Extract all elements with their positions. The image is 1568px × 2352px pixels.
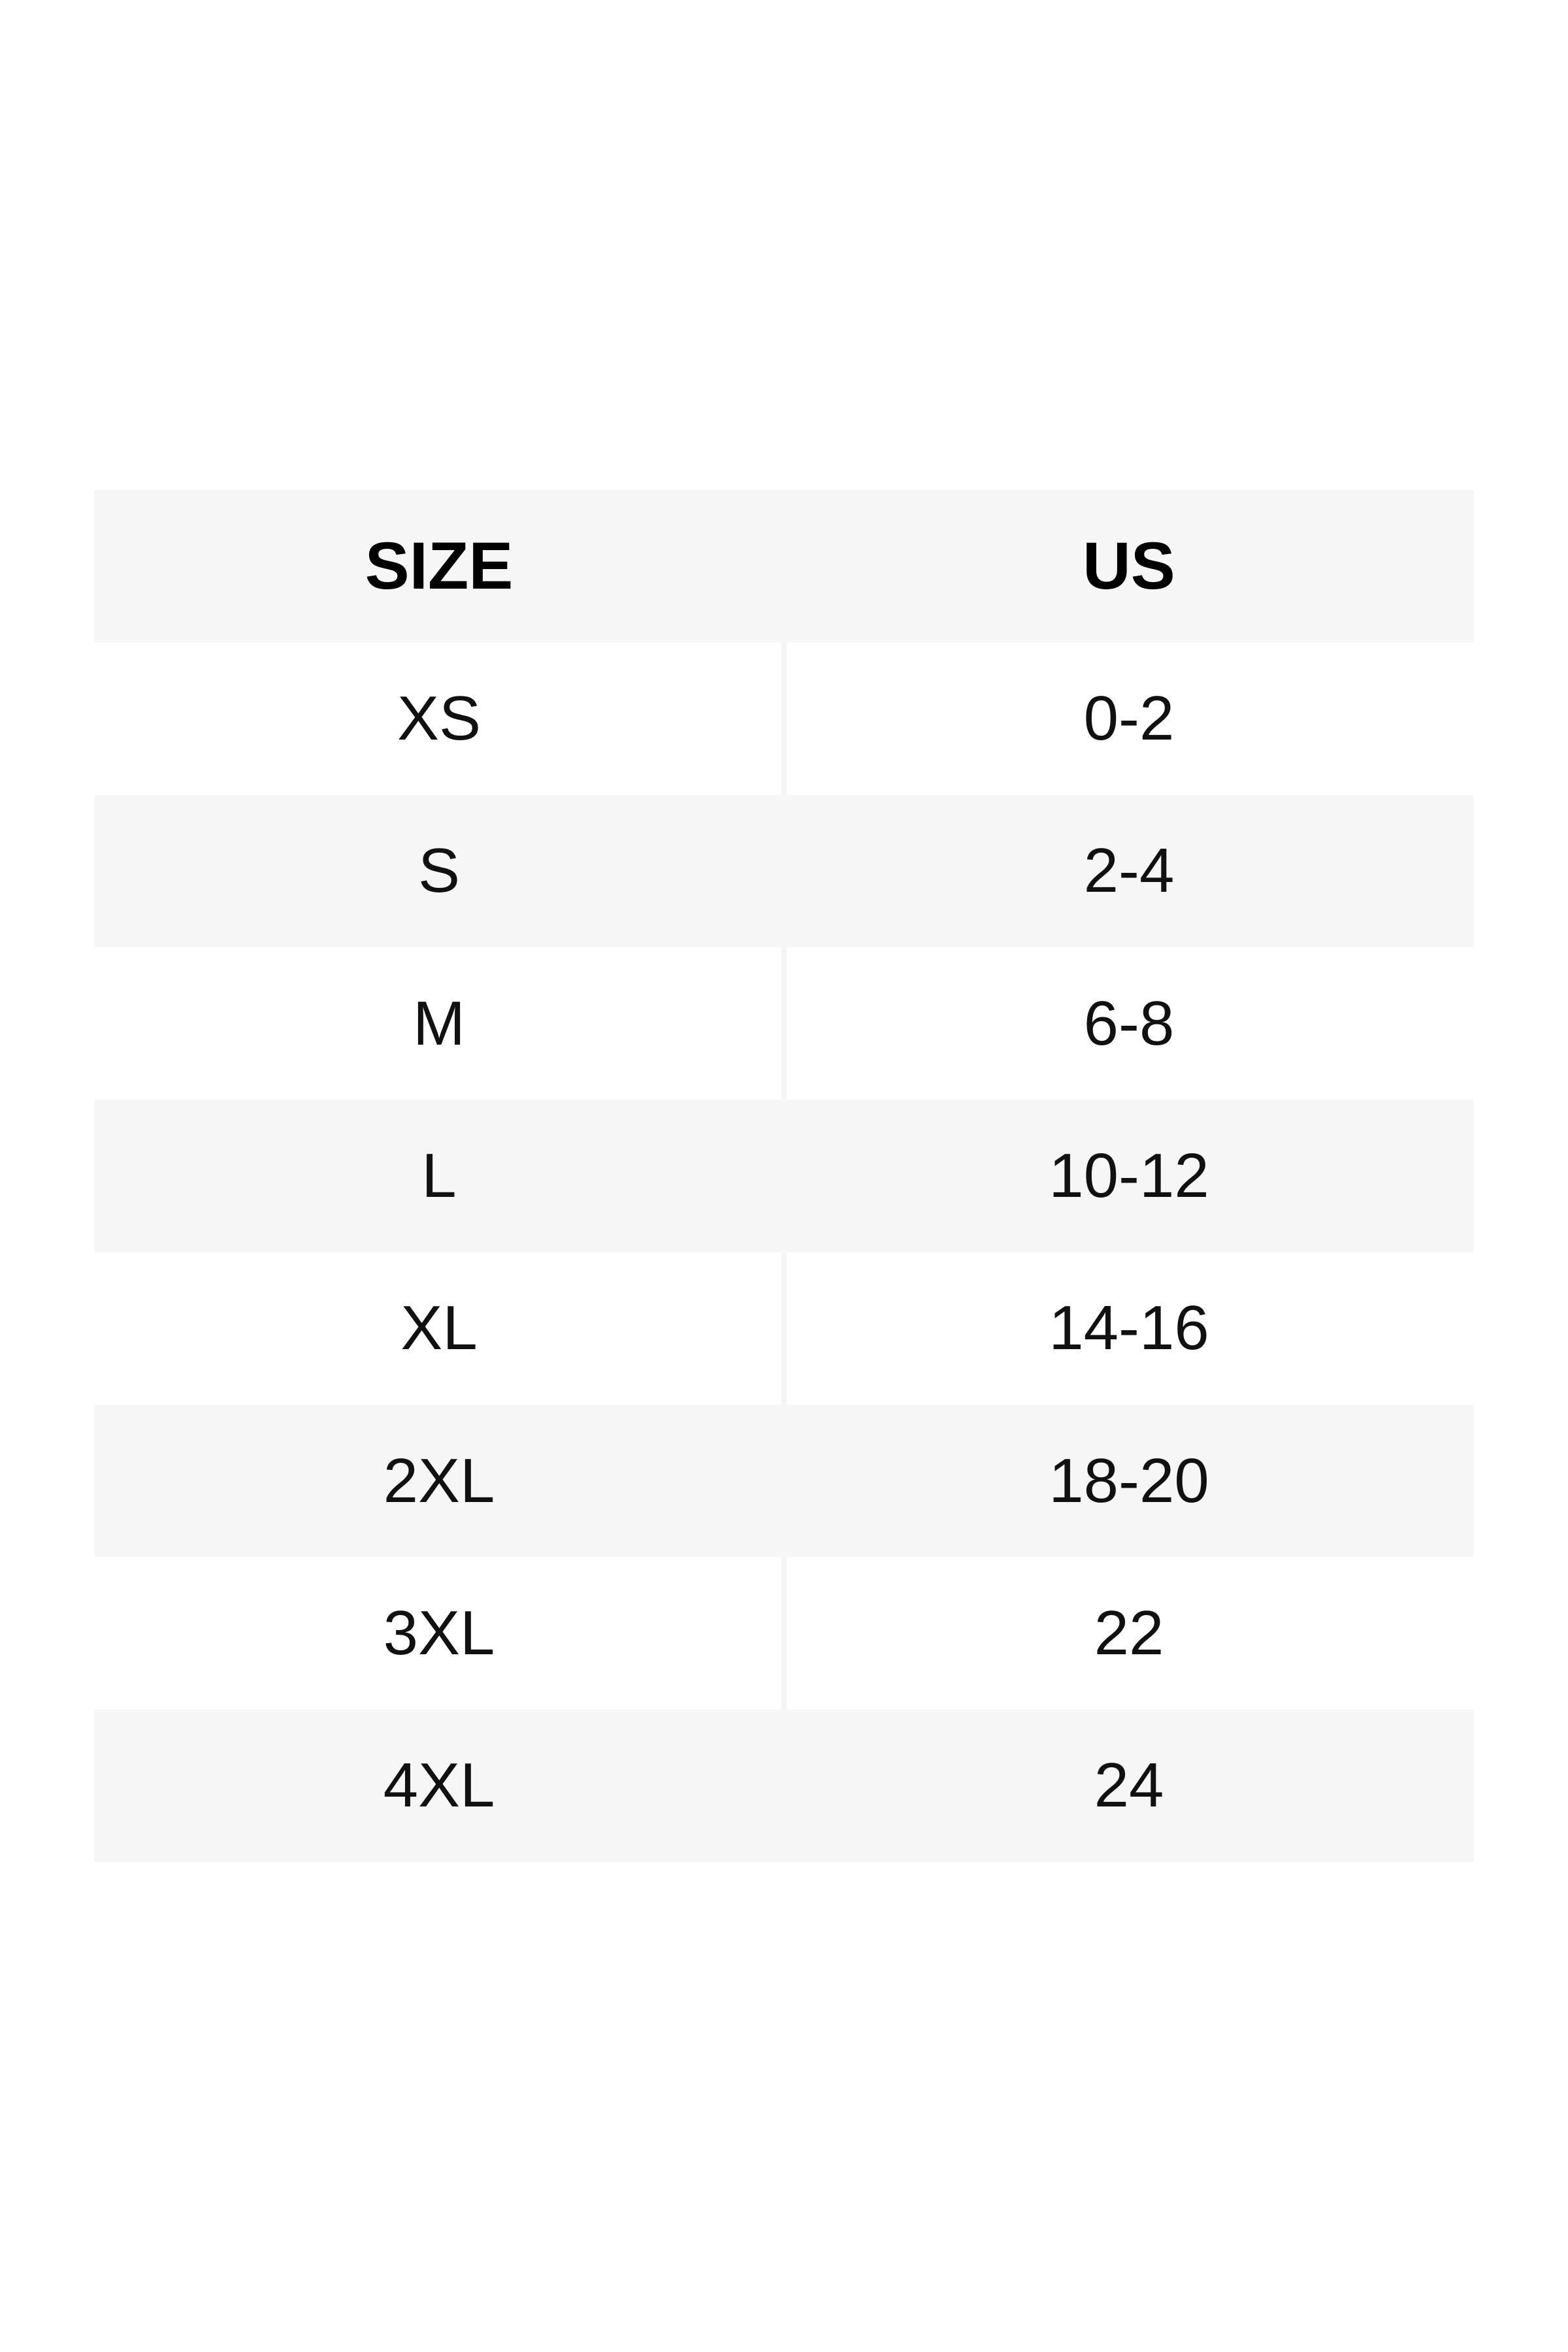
table-row: S 2-4 bbox=[94, 794, 1474, 947]
table-row: XS 0-2 bbox=[94, 642, 1474, 795]
table-body: XS 0-2 S 2-4 M 6-8 L 10-12 XL 14-16 2XL 18-20 3XL 22 4… bbox=[94, 642, 1474, 1862]
table-row: M 6-8 bbox=[94, 947, 1474, 1100]
size-cell: S bbox=[417, 836, 461, 906]
size-cell: 2XL bbox=[383, 1445, 495, 1516]
us-cell: 10-12 bbox=[1049, 1140, 1209, 1211]
size-cell: 4XL bbox=[383, 1750, 495, 1821]
us-cell: 18-20 bbox=[1049, 1445, 1209, 1516]
size-chart-table: SIZE US XS 0-2 S 2-4 M 6-8 L 10-12 XL 14-16 2XL 18-… bbox=[94, 490, 1474, 1862]
table-row: 4XL 24 bbox=[94, 1709, 1474, 1862]
us-cell: 22 bbox=[1094, 1597, 1164, 1668]
header-cell-size: SIZE bbox=[365, 529, 514, 604]
us-cell: 24 bbox=[1094, 1750, 1164, 1821]
table-row: XL 14-16 bbox=[94, 1252, 1474, 1405]
table-row: L 10-12 bbox=[94, 1100, 1474, 1252]
size-cell: 3XL bbox=[383, 1597, 495, 1668]
us-cell: 6-8 bbox=[1083, 988, 1175, 1058]
header-cell-us: US bbox=[1083, 529, 1175, 604]
us-cell: 14-16 bbox=[1049, 1293, 1209, 1364]
table-row: 3XL 22 bbox=[94, 1557, 1474, 1710]
table-row: 2XL 18-20 bbox=[94, 1404, 1474, 1558]
size-cell: XS bbox=[397, 683, 482, 753]
size-cell: M bbox=[413, 988, 465, 1058]
table-header-row: SIZE US bbox=[94, 490, 1474, 643]
size-cell: L bbox=[421, 1140, 457, 1211]
us-cell: 2-4 bbox=[1083, 836, 1175, 906]
size-cell: XL bbox=[400, 1293, 478, 1364]
us-cell: 0-2 bbox=[1083, 683, 1175, 753]
